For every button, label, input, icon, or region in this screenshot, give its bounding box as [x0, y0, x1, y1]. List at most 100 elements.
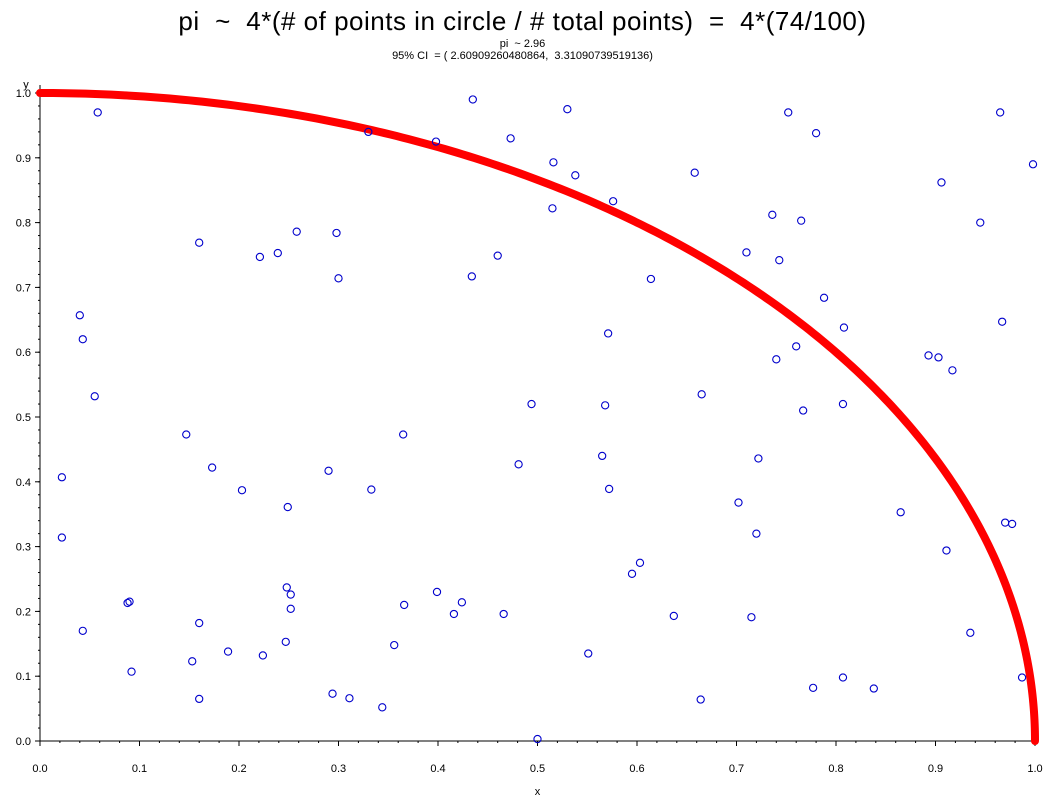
x-tick-label: 0.8 — [828, 763, 843, 775]
x-tick-label: 1.0 — [1027, 763, 1042, 775]
quarter-circle-curve — [36, 89, 1039, 745]
x-axis-label: x — [535, 786, 541, 798]
data-point — [273, 248, 282, 258]
data-point — [1017, 673, 1027, 682]
y-tick-label: 0.0 — [16, 736, 31, 748]
data-point — [896, 508, 905, 517]
x-tick-label: 0.1 — [132, 763, 147, 775]
data-point — [942, 546, 951, 555]
data-point — [399, 430, 408, 439]
data-point — [1007, 519, 1017, 529]
data-point — [78, 335, 87, 344]
data-point — [976, 218, 985, 227]
data-point — [195, 618, 204, 628]
data-point — [467, 272, 476, 281]
data-point — [998, 317, 1007, 326]
y-tick-label: 1.0 — [16, 88, 31, 100]
data-point — [635, 558, 645, 567]
data-point — [669, 611, 678, 621]
y-tick-label: 0.4 — [16, 477, 31, 489]
data-point — [784, 108, 793, 117]
data-point — [1001, 518, 1010, 527]
data-point — [281, 637, 290, 647]
data-point — [646, 274, 656, 284]
data-point — [527, 399, 536, 409]
data-point — [772, 355, 781, 364]
data-point — [838, 673, 848, 682]
data-point — [90, 392, 99, 401]
data-point — [378, 703, 387, 712]
data-point — [742, 248, 751, 257]
data-point — [696, 695, 705, 704]
data-point — [839, 323, 849, 332]
data-point — [754, 454, 763, 463]
data-point — [449, 609, 459, 619]
y-tick-label: 0.7 — [16, 282, 31, 294]
data-point — [533, 734, 542, 744]
data-point — [747, 613, 756, 622]
data-point — [400, 600, 409, 610]
data-point — [195, 694, 204, 704]
data-point — [207, 463, 217, 472]
data-point — [514, 460, 523, 469]
data-point — [468, 95, 477, 104]
data-point — [237, 486, 247, 495]
y-tick-label: 0.5 — [16, 412, 31, 424]
x-tick-label: 0.7 — [729, 763, 744, 775]
data-point — [283, 502, 292, 512]
data-point — [332, 228, 341, 238]
data-point — [431, 137, 441, 146]
data-point — [819, 293, 829, 302]
data-point — [75, 311, 84, 320]
data-point — [188, 657, 197, 666]
data-point — [604, 484, 614, 494]
data-point — [792, 342, 801, 351]
data-point — [584, 649, 593, 658]
chart-subtitle-confidence-interval: 95% CI = ( 2.60909260480864, 3.310907395… — [392, 50, 653, 62]
data-point — [571, 171, 580, 180]
y-tick-label: 0.3 — [16, 542, 31, 554]
chart-subtitle-estimate: pi ~ 2.96 — [499, 38, 546, 50]
data-point — [869, 684, 878, 693]
y-tick-label: 0.1 — [16, 671, 31, 683]
data-point — [345, 694, 354, 703]
x-tick-label: 0.5 — [530, 763, 545, 775]
y-tick-label: 0.8 — [16, 218, 31, 230]
data-point — [255, 252, 265, 262]
x-tick-label: 0.4 — [430, 763, 445, 775]
data-point — [182, 430, 191, 439]
data-point — [57, 473, 67, 482]
data-point — [328, 689, 337, 698]
data-point — [996, 108, 1005, 117]
data-point — [125, 597, 134, 606]
data-point — [811, 129, 821, 138]
data-point — [506, 134, 515, 143]
data-point — [258, 651, 268, 660]
data-point — [292, 227, 301, 236]
data-point — [937, 178, 946, 187]
data-point — [601, 401, 610, 410]
data-point — [123, 598, 132, 608]
x-tick-label: 0.3 — [331, 763, 346, 775]
data-point — [598, 451, 607, 461]
data-point — [78, 626, 87, 635]
data-point — [768, 210, 777, 219]
data-point — [223, 647, 233, 656]
y-tick-label: 0.2 — [16, 606, 31, 618]
y-axis-label: y — [23, 79, 29, 91]
data-point — [924, 351, 933, 360]
data-point — [734, 498, 743, 507]
data-point — [1028, 160, 1038, 169]
data-point — [286, 590, 295, 599]
data-point — [282, 583, 291, 592]
data-point — [697, 390, 706, 399]
data-point — [549, 158, 558, 167]
data-point — [775, 256, 784, 265]
quarter-circle-layer — [36, 89, 1039, 745]
data-point — [93, 108, 102, 117]
data-point — [127, 667, 136, 676]
y-tick-label: 0.6 — [16, 347, 31, 359]
data-point — [432, 587, 442, 597]
data-point — [799, 406, 808, 415]
x-tick-label: 0.9 — [928, 763, 943, 775]
